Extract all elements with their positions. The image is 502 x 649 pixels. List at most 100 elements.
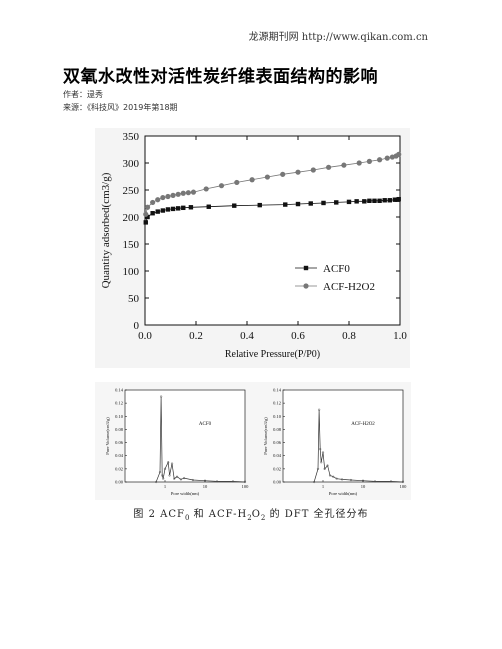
x-tick-label: 0.2 [189,330,203,342]
data-point [180,190,186,196]
data-point [377,198,382,203]
article-title: 双氧水改性对活性炭纤维表面结构的影响 [63,67,378,87]
y-tick-label: 50 [128,293,140,305]
data-point [356,160,362,166]
data-point [150,199,156,206]
data-point [175,475,179,478]
data-point [310,167,316,173]
data-point [215,480,219,483]
data-point [145,214,150,220]
data-point [387,198,392,203]
legend-label: ACF-H2O2 [323,281,375,293]
data-point [181,205,186,211]
y-tick-label: 0.02 [273,466,281,471]
legend-label: ACF0 [323,263,350,275]
data-point [170,192,176,198]
data-point [396,151,402,157]
data-point [362,199,367,204]
x-tick-label: 0.6 [291,330,305,342]
chart-annotation: ACF0 [199,422,212,427]
data-point [249,177,255,183]
data-point [203,479,207,482]
data-point [401,480,405,484]
y-tick-label: 0.08 [273,427,282,432]
data-point [167,461,170,464]
legend-marker [303,283,309,289]
y-tick-label: 0.08 [115,427,124,432]
data-point [366,158,372,164]
x-tick-label: 100 [242,484,250,489]
source-website-link[interactable]: 龙源期刊网 http://www.qikan.com.cn [248,32,428,43]
caption-text: 和 ACF-H [189,509,248,520]
data-point [326,164,332,170]
data-point [175,191,181,197]
y-tick-label: 0 [134,320,140,332]
caption-subscript: 2 [247,514,252,522]
article-author: 作者：逯秀 [63,90,103,99]
x-tick-label: 10 [361,484,366,489]
data-point [162,477,165,480]
adsorption-isotherm-chart: 0 50 100 150 200 250 300 350 0.0 0.2 0.4 0.6 0.8 1.0 R… [95,128,410,368]
data-point [150,211,155,216]
data-point [179,478,183,481]
data-point [257,202,262,208]
data-point [143,211,149,217]
data-point [173,477,176,480]
y-tick-label: 0.00 [115,480,124,485]
y-tick-label: 350 [123,131,140,143]
x-tick-label: 100 [400,484,408,489]
data-point [340,478,344,481]
caption-subscript: 0 [184,514,190,522]
caption-text: O [251,509,261,520]
x-axis-label: Relative Pressure(P/P0) [225,349,320,360]
series-line [145,154,399,215]
data-point [182,476,186,480]
plot-area-frame [282,389,404,483]
x-tick-label: 1.0 [393,330,407,342]
data-point [168,474,171,477]
data-point [313,480,316,484]
data-point [160,395,163,398]
data-point [334,200,339,205]
data-point [264,174,270,180]
y-tick-label: 0.10 [115,414,124,419]
caption-text: 的 DFT 全孔径分布 [265,509,369,520]
data-point [155,209,160,214]
x-axis-label: Pore width(nm) [171,491,200,496]
data-point [320,461,323,464]
data-point [234,179,240,186]
data-point [165,193,171,200]
data-point [175,206,181,211]
x-tick-label: 10 [203,484,208,489]
data-point [316,467,320,470]
data-point [382,198,387,203]
data-point [144,204,151,210]
data-point [295,201,301,207]
y-tick-label: 300 [123,158,140,170]
x-tick-label: 0.4 [240,330,254,342]
data-point [165,207,171,212]
y-tick-label: 0.12 [115,401,123,406]
data-point [243,480,247,484]
data-point [384,155,390,161]
y-axis-label: Pore Volume(cm3/g) [105,417,110,455]
data-point [231,480,235,483]
data-point [170,462,174,465]
y-tick-label: 0.10 [273,414,282,419]
caption-subscript: 2 [260,514,266,522]
distribution-line [313,409,404,483]
data-point [392,197,398,202]
data-point [206,204,211,209]
data-point [185,190,191,196]
plot-area-frame [124,389,246,483]
data-point [341,162,347,168]
data-point [349,478,353,482]
y-tick-label: 250 [123,185,140,197]
data-point [191,478,195,482]
y-axis-label: Quantity adsorbed(cm3/g) [100,172,112,288]
pore-size-distribution-chart-acf0: 0.00 0.02 0.04 0.06 0.08 0.10 0.12 0.14 1 10 100 Po… [95,382,253,500]
data-point [321,451,325,454]
y-tick-label: 0.04 [273,453,282,458]
data-point [367,198,372,203]
data-point [335,477,338,480]
